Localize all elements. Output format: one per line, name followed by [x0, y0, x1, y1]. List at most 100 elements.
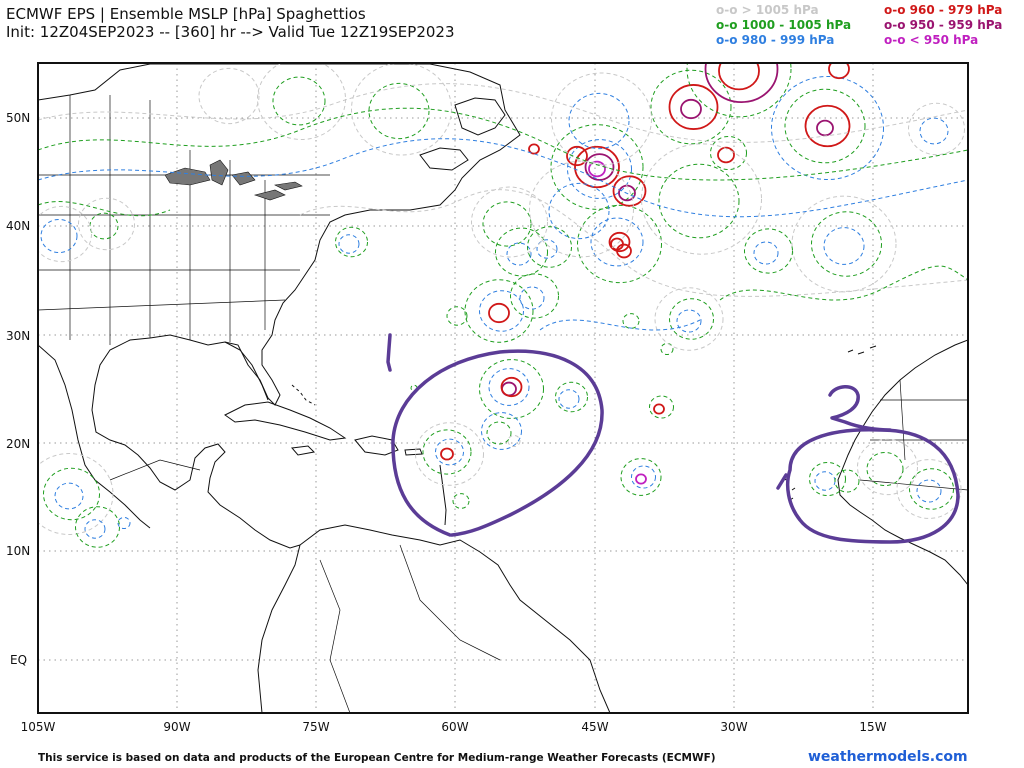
- pressure-contour: [616, 243, 632, 259]
- pressure-contour: [479, 290, 524, 332]
- pressure-contour: [452, 493, 470, 509]
- pressure-contour: [650, 69, 732, 145]
- pressure-contour: [368, 82, 430, 140]
- pressure-contour: [550, 124, 644, 210]
- pressure-contour: [608, 231, 631, 253]
- pressure-contour: [710, 135, 747, 171]
- pressure-contour: [510, 273, 559, 319]
- lakes: [164, 159, 303, 201]
- pressure-contour: [528, 143, 540, 155]
- pressure-contour: [272, 76, 326, 126]
- pressure-contour: [811, 211, 882, 277]
- latitude-labels: 50N 40N 30N 20N 10N EQ: [6, 111, 30, 667]
- legend-item-950-959: o-o 950 - 959 hPa: [884, 18, 1003, 32]
- political-borders: [38, 95, 968, 713]
- mexico-coast: [38, 344, 151, 529]
- lat-label-30n: 30N: [6, 329, 30, 343]
- pressure-contour: [486, 421, 512, 445]
- pressure-contour: [660, 342, 674, 356]
- pressure-contour-wave: [539, 319, 701, 331]
- pressure-contour: [577, 204, 662, 284]
- pressure-contour: [568, 92, 630, 150]
- pressure-contour: [422, 429, 472, 475]
- pressure-contour: [519, 286, 545, 310]
- legend-item-gt1005: o-o > 1005 hPa: [716, 3, 819, 17]
- pressure-contour: [567, 139, 632, 199]
- lon-label-90w: 90W: [163, 720, 190, 734]
- pressure-contour: [488, 368, 530, 406]
- footer-attribution: This service is based on data and produc…: [38, 752, 716, 764]
- pressure-contour: [446, 306, 468, 326]
- pressure-contour: [658, 163, 740, 239]
- pressure-contour: [500, 376, 523, 398]
- footer-site-link[interactable]: weathermodels.com: [808, 749, 968, 765]
- pressure-contour: [464, 279, 534, 343]
- longitude-labels: 105W 90W 75W 60W 45W 30W 15W: [21, 720, 887, 734]
- pressure-contour: [558, 389, 580, 409]
- pressure-contour: [653, 403, 665, 415]
- pressure-contour: [676, 309, 702, 333]
- pressure-contour: [471, 186, 548, 258]
- pressure-contour: [488, 302, 510, 324]
- pressure-contour: [668, 84, 719, 130]
- annotation-tick-north: [386, 333, 392, 372]
- newfoundland: [454, 97, 506, 136]
- lat-label-eq: EQ: [10, 653, 27, 667]
- lat-label-50n: 50N: [6, 111, 30, 125]
- pressure-contour-wave: [38, 107, 968, 181]
- pressure-contour: [555, 381, 588, 413]
- pressure-contour: [784, 88, 866, 164]
- pressure-contour: [257, 63, 346, 140]
- pressure-contour: [654, 287, 724, 351]
- coastlines: [38, 63, 968, 713]
- pressure-contour: [791, 195, 897, 293]
- pressure-contour: [481, 412, 522, 450]
- south-america-west-coast: [257, 544, 301, 713]
- pressure-contour: [536, 239, 558, 259]
- lon-label-45w: 45W: [581, 720, 608, 734]
- north-america-coast: [38, 63, 521, 549]
- map-subtitle: Init: 12Z04SEP2023 -- [360] hr --> Valid…: [6, 23, 455, 41]
- pressure-contour: [744, 228, 793, 274]
- pressure-contour: [548, 182, 610, 240]
- pressure-contour: [704, 63, 779, 104]
- africa-west-coast: [837, 339, 968, 586]
- map-title: ECMWF EPS | Ensemble MSLP [hPa] Spaghett…: [6, 5, 366, 23]
- pressure-contour: [43, 467, 100, 521]
- map-frame: [37, 62, 969, 714]
- pressure-contour: [551, 72, 652, 166]
- ensemble-contours: [38, 63, 968, 548]
- annotation-number-two: [828, 385, 892, 432]
- legend-item-980-999: o-o 980 - 999 hPa: [716, 33, 835, 47]
- lesser-antilles: [439, 464, 447, 526]
- pressure-contour: [84, 519, 106, 539]
- pressure-contour: [908, 102, 965, 156]
- jamaica: [291, 445, 316, 456]
- pressure-contour-wave: [719, 265, 968, 301]
- pressure-contour: [507, 434, 521, 448]
- pressure-contour: [896, 459, 962, 519]
- pressure-contour: [612, 175, 647, 207]
- pressure-contour: [823, 227, 865, 265]
- pressure-contour: [804, 104, 851, 148]
- pressure-contour: [54, 482, 84, 510]
- bahamas: [291, 384, 316, 406]
- south-america-coast: [299, 524, 611, 713]
- pressure-contour: [669, 298, 714, 340]
- lon-label-60w: 60W: [441, 720, 468, 734]
- pressure-contour-wave: [38, 201, 171, 217]
- nova-scotia: [419, 147, 469, 171]
- pressure-contour: [828, 63, 850, 80]
- pressure-contour: [435, 438, 464, 466]
- legend-item-960-979: o-o 960 - 979 hPa: [884, 3, 1003, 17]
- pressure-contour-wave: [299, 189, 968, 297]
- pressure-contour: [78, 197, 135, 251]
- legend-left: o-o > 1005 hPa o-o 1000 - 1005 hPa o-o 9…: [716, 3, 851, 48]
- lat-label-20n: 20N: [6, 437, 30, 451]
- puerto-rico: [404, 448, 423, 456]
- pressure-contour: [620, 458, 662, 496]
- pressure-contour: [649, 395, 674, 419]
- pressure-contour: [38, 453, 114, 535]
- pressure-contour: [415, 422, 484, 486]
